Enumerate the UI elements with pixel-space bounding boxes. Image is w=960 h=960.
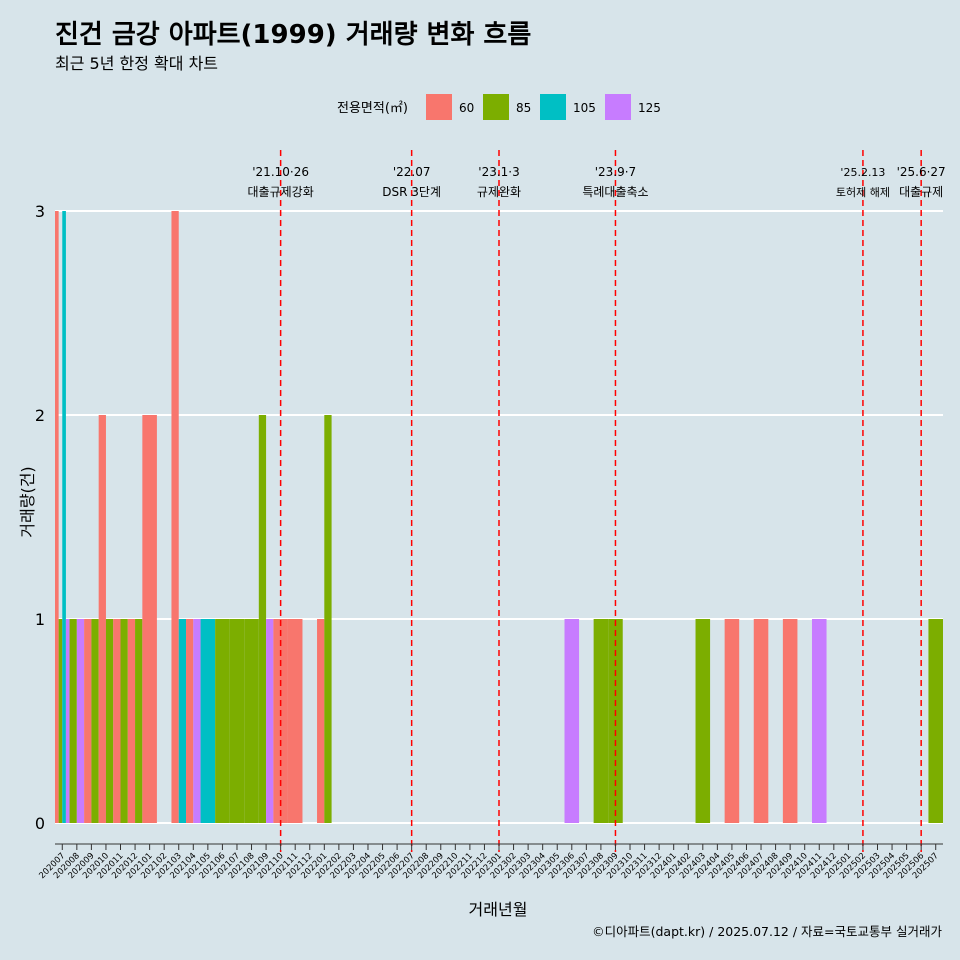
legend: 전용면적(㎡) 60 85 105 125 (337, 94, 661, 120)
event-label: 규제완화 (477, 185, 521, 199)
bar (69, 619, 77, 823)
legend-swatch (540, 94, 566, 120)
bar (266, 619, 274, 823)
legend-swatch (483, 94, 509, 120)
legend-label: 60 (459, 101, 474, 115)
event-date: '21.10·26 (252, 165, 309, 179)
y-tick-label: 0 (35, 814, 45, 833)
bar (244, 619, 259, 823)
event-date: '23.9·7 (595, 165, 636, 179)
bar (76, 619, 85, 823)
bars (55, 211, 943, 823)
event-label: 특례대출축소 (582, 185, 648, 199)
event-label: DSR 3단계 (382, 185, 441, 199)
bar (91, 619, 99, 823)
bar (186, 619, 194, 823)
event-date: '23.1·3 (478, 165, 519, 179)
bar (229, 619, 245, 823)
y-axis: 0 1 2 3 (35, 202, 45, 833)
bar (811, 619, 827, 823)
bar (127, 619, 136, 823)
bar (171, 211, 179, 823)
y-axis-label: 거래량(건) (18, 466, 37, 537)
bar (258, 415, 267, 823)
event-label: 대출규제강화 (248, 185, 314, 199)
bar (120, 619, 128, 823)
bar (193, 619, 201, 823)
event-label: 대출규제 (899, 185, 943, 199)
bar (324, 415, 332, 823)
bar (753, 619, 769, 823)
bar (98, 415, 106, 823)
event-date: '22.07 (393, 165, 431, 179)
legend-swatch (426, 94, 452, 120)
legend-swatch (605, 94, 631, 120)
bar (58, 619, 63, 823)
y-tick-label: 1 (35, 610, 45, 629)
bar (724, 619, 740, 823)
legend-label: 85 (516, 101, 531, 115)
bar (135, 619, 143, 823)
bar (564, 619, 580, 823)
annotations: '21.10·26 대출규제강화 '22.07 DSR 3단계 '23.1·3 규제완화 '… (248, 150, 946, 852)
bar (593, 619, 609, 823)
bar (782, 619, 798, 823)
bar (84, 619, 92, 823)
bar (695, 619, 711, 823)
legend-title: 전용면적(㎡) (337, 101, 408, 116)
bar (142, 415, 157, 823)
bar (65, 619, 70, 823)
bar (55, 211, 59, 823)
bar (317, 619, 325, 823)
caption: ©디아파트(dapt.kr) / 2025.07.12 / 자료=국토교통부 실… (592, 924, 942, 939)
y-tick-label: 2 (35, 406, 45, 425)
event-label: 토허제 해제 (836, 185, 890, 199)
event-date: '25.6·27 (897, 165, 946, 179)
legend-label: 105 (573, 101, 596, 115)
event-date: '25.2.13 (840, 166, 885, 179)
x-axis-label: 거래년월 (469, 900, 528, 919)
bar (215, 619, 230, 823)
legend-label: 125 (638, 101, 661, 115)
y-tick-label: 3 (35, 202, 45, 221)
bar (105, 619, 114, 823)
x-axis: 2020072020082020092020102020112020122021… (37, 843, 943, 881)
bar (62, 211, 66, 823)
bar (113, 619, 121, 823)
chart-subtitle: 최근 5년 한정 확대 차트 (55, 54, 218, 73)
bar (287, 619, 303, 823)
chart-title: 진건 금강 아파트(1999) 거래량 변화 흐름 (55, 20, 531, 50)
bar (200, 619, 216, 823)
bar (178, 619, 187, 823)
bar (928, 619, 943, 823)
